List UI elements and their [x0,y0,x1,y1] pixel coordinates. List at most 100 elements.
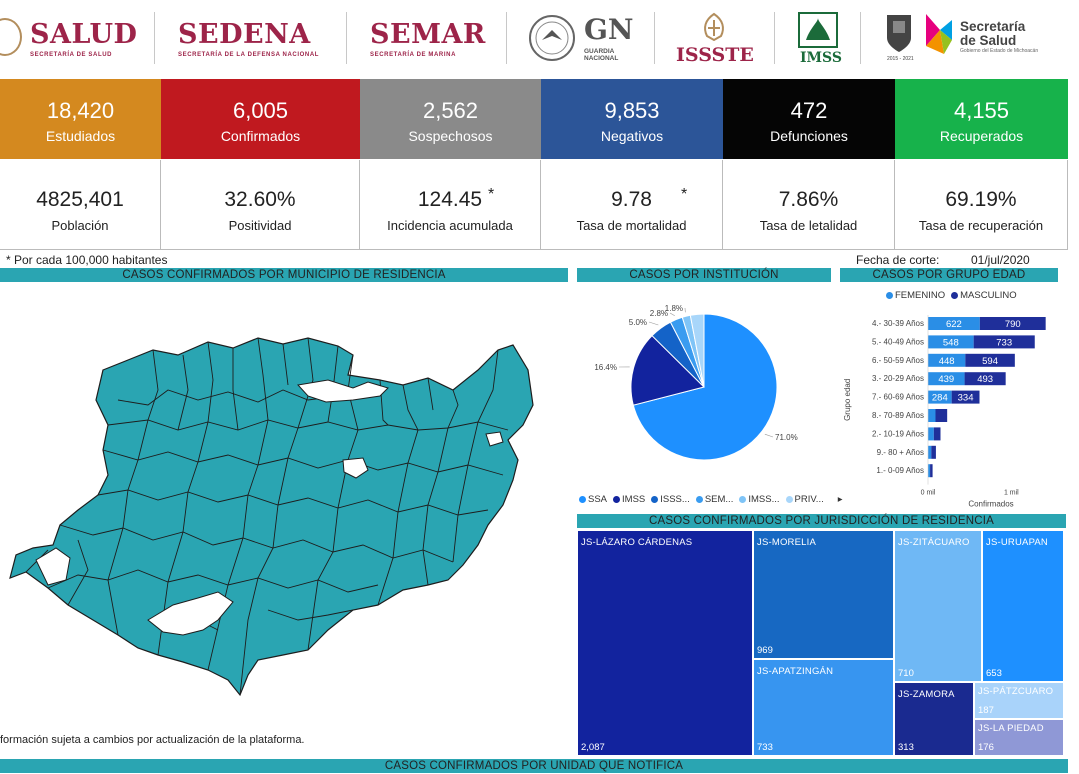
gn-sub1: GUARDIA [584,48,615,55]
treemap-cell[interactable]: JS-ZAMORA 313 [894,682,974,756]
cutoff-label: Fecha de corte: [856,253,940,267]
pie-legend-item[interactable]: IMSS [613,494,645,505]
municipality-map[interactable] [8,330,538,710]
treemap-cell[interactable]: JS-ZITÁCUARO 710 [894,530,982,682]
legend-next-icon[interactable]: ▸ [837,494,843,505]
stat-value: 124.45 [417,188,483,211]
age-bar-masculino[interactable] [935,409,948,422]
age-bar-label: 448 [939,356,955,367]
pie-leader-line [669,312,675,317]
treemap-cell[interactable]: JS-MORELIA 969 [753,530,894,659]
section-institucion: CASOS POR INSTITUCIÓN [577,268,831,282]
kpi-value: 472 [790,98,828,123]
pie-slice-ssa[interactable] [632,313,778,461]
age-bar-femenino[interactable] [928,427,934,441]
age-bar-femenino[interactable] [928,372,965,386]
secretaria-line1: Secretaría [960,19,1026,34]
treemap-cell[interactable]: JS-URUAPAN 653 [982,530,1064,682]
treemap-cell-name: JS-PÁTZCUARO [978,686,1054,697]
kpi-value: 18,420 [46,98,115,123]
pie-legend-item[interactable]: PRIV... [785,494,824,505]
stat-label: Tasa de letalidad [759,218,858,233]
michoacan-shield-icon [887,15,911,52]
salud-subtitle: SECRETARÍA DE SALUD [30,51,113,58]
age-group-bar-chart[interactable]: 4.- 30-39 Años 622 790 5.- 40-49 Años 548 733… [840,304,1068,514]
stat-asterisk: * [681,186,688,203]
age-category-label: 5.- 40-49 Años [872,337,924,346]
age-bar-masculino[interactable] [979,317,1046,330]
stat-card: 4825,401 Población [0,160,161,250]
sedena-subtitle: SECRETARÍA DE LA DEFENSA NACIONAL [178,51,320,58]
lake-cuitzeo [297,379,389,403]
age-bar-masculino[interactable] [973,335,1035,349]
age-bar-femenino[interactable] [928,317,980,330]
treemap-cell[interactable]: JS-LA PIEDAD 176 [974,719,1064,756]
age-bar-masculino[interactable] [933,427,941,441]
divider [154,12,155,64]
legend-dot-icon [695,495,703,503]
age-bar-femenino[interactable] [928,390,952,404]
salud-title: SALUD [30,18,138,50]
age-x-tick: 0 mil [921,490,936,497]
pie-slice-imss[interactable] [630,334,705,406]
age-bar-femenino[interactable] [928,409,936,422]
divider [346,12,347,64]
age-bar-label: 493 [977,374,993,385]
pie-legend[interactable]: SSA IMSS ISSS... SEM... IMSS... PRIV... ▸ [579,494,843,505]
age-x-tick: 1 mil [1004,490,1019,497]
treemap-cell[interactable]: JS-PÁTZCUARO 187 [974,682,1064,719]
age-bar-femenino[interactable] [928,353,966,367]
kpi-label: Sospechosos [408,128,493,144]
municipality-borders [25,337,509,696]
age-bar-label: 790 [1005,319,1021,330]
imss-emblem-icon [798,12,838,48]
semar-title: SEMAR [370,18,486,50]
kpi-recuperados: 4,155 Recuperados [895,79,1068,159]
jurisdiction-treemap[interactable]: JS-LÁZARO CÁRDENAS 2,087 JS-MORELIA 969 JS-A… [577,530,1066,756]
stat-label: Tasa de mortalidad [576,218,687,233]
age-category-label: 2.- 10-19 Años [872,429,924,438]
treemap-cell[interactable]: JS-LÁZARO CÁRDENAS 2,087 [577,530,753,756]
treemap-cell-name: JS-ZAMORA [898,689,955,700]
age-bar-label: 594 [982,356,998,367]
legend-label: SSA [588,494,608,505]
legend-dot-icon [579,495,586,503]
institution-pie-chart[interactable]: 71.0% 16.4% 5.0%2.8%1.8% [577,290,831,490]
gn-title: GN [584,13,634,46]
age-bar-masculino[interactable] [931,445,936,459]
age-bar-femenino[interactable] [928,464,931,478]
stat-card: 9.78 Tasa de mortalidad * [541,160,723,250]
treemap-cell-value: 187 [978,705,994,716]
pie-legend-item[interactable]: IMSS... [739,494,780,505]
stat-value: 69.19% [945,188,1017,211]
hole-west [35,547,71,586]
pie-legend-item[interactable]: SSA [579,494,607,505]
pie-legend-item[interactable]: SEM... [695,494,733,505]
age-bar-masculino[interactable] [930,464,933,478]
semar-logo: SEMAR SECRETARÍA DE MARINA [370,10,486,68]
age-bar-label: 334 [958,393,974,404]
issste-title: ISSSTE [676,44,754,66]
age-legend: FEMENINO MASCULINO [886,290,1017,301]
age-bar-masculino[interactable] [951,390,980,404]
age-bar-label: 284 [932,393,948,404]
pie-leader-line [648,321,659,326]
age-bar-masculino[interactable] [965,353,1015,367]
stat-value: 4825,401 [36,188,124,211]
age-bar-label: 622 [946,319,962,330]
pie-slice-priv[interactable] [689,313,705,388]
age-bar-femenino[interactable] [928,445,932,459]
imss-title: IMSS [800,50,842,66]
section-jurisdiccion: CASOS CONFIRMADOS POR JURISDICCIÓN DE RE… [577,514,1066,528]
kpi-value: 9,853 [604,98,660,123]
pie-legend-item[interactable]: ISSS... [651,494,690,505]
age-bar-masculino[interactable] [964,372,1006,386]
kpi-negativos: 9,853 Negativos [541,79,723,159]
age-bar-femenino[interactable] [928,335,974,349]
legend-label: FEMENINO [895,290,946,301]
sedena-logo: SEDENA SECRETARÍA DE LA DEFENSA NACIONAL [178,10,319,68]
cutoff-date: 01/jul/2020 [971,253,1030,267]
legend-label: PRIV... [794,494,824,505]
treemap-cell[interactable]: JS-APATZINGÁN 733 [753,659,894,756]
legend-dot-icon [739,495,747,503]
